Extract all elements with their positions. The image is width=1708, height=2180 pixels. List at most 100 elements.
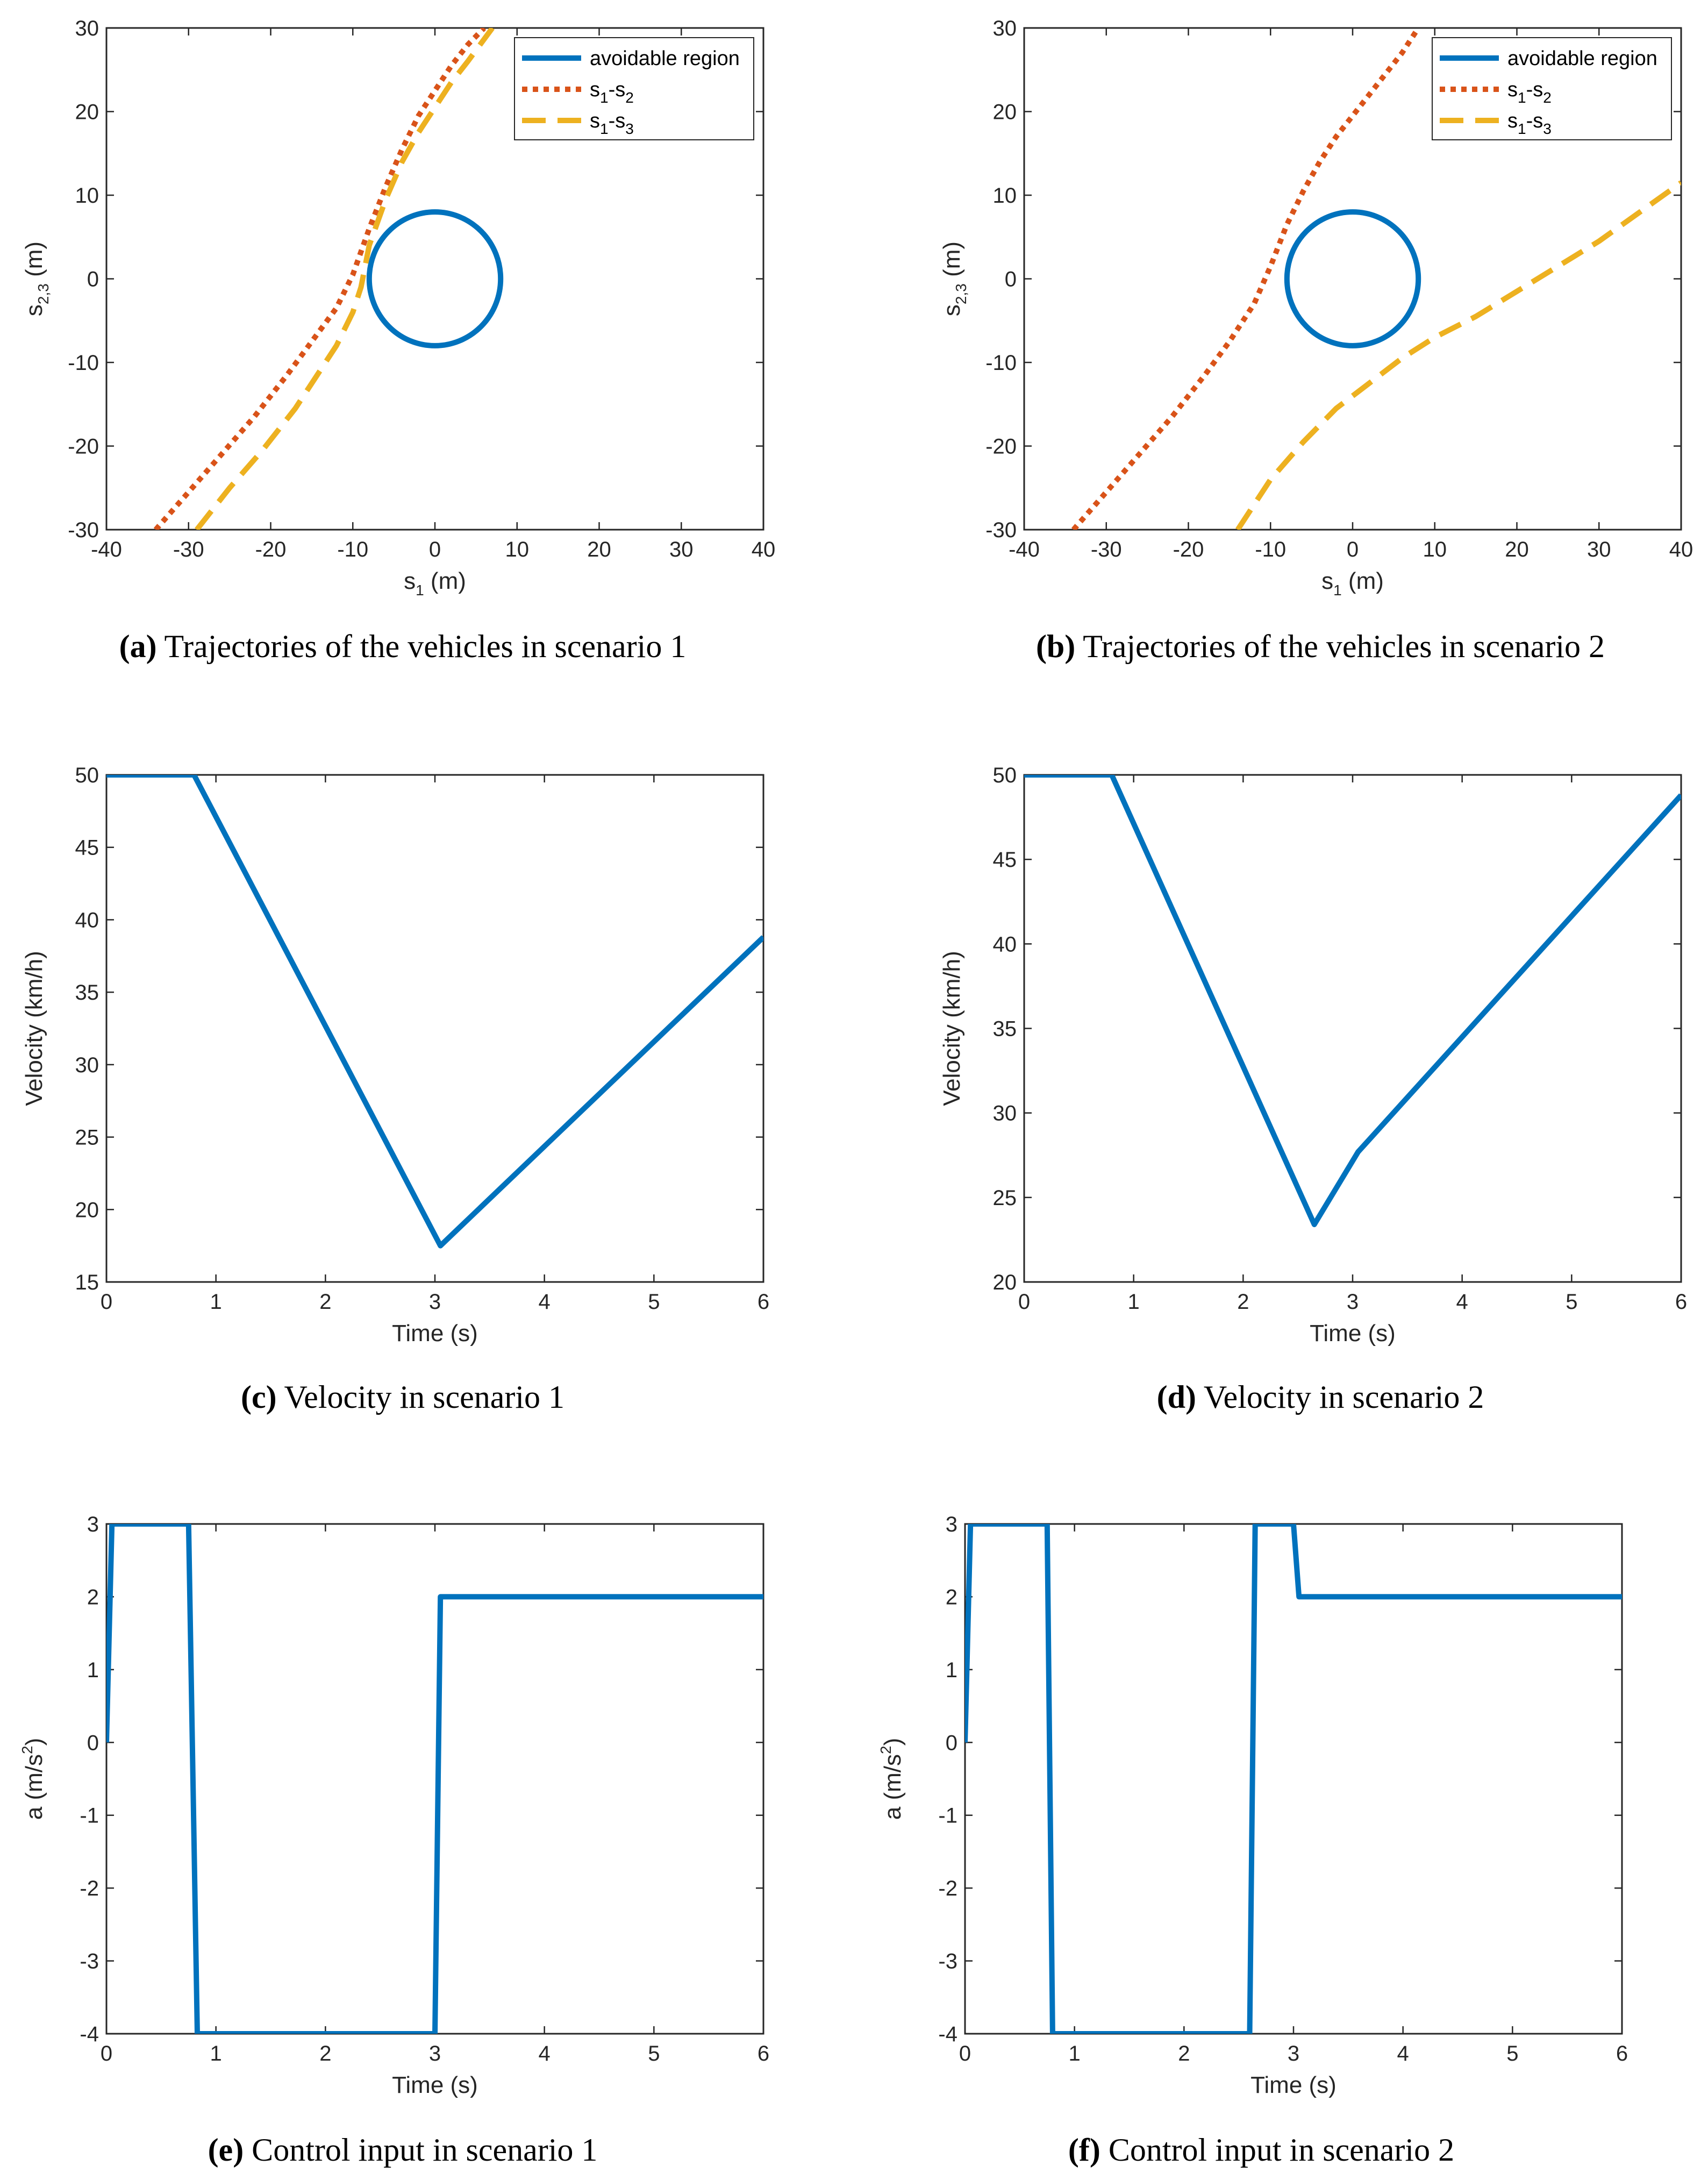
y-tick-label: -10 [68, 351, 99, 375]
x-tick-label: -10 [1255, 538, 1286, 561]
x-tick-label: -20 [255, 538, 287, 561]
y-tick-label: 30 [993, 17, 1017, 40]
x-tick-label: -20 [1173, 538, 1204, 561]
y-tick-label: 2 [946, 1585, 957, 1609]
y-tick-label: 3 [946, 1513, 957, 1536]
x-tick-label: -40 [91, 538, 122, 561]
x-tick-label: 10 [1423, 538, 1447, 561]
y-tick-label: 25 [75, 1126, 99, 1150]
x-tick-label: 3 [429, 1290, 441, 1314]
x-tick-label: 6 [757, 1290, 769, 1314]
y-tick-label: 1 [946, 1658, 957, 1682]
series-group [965, 1524, 1622, 2034]
legend: avoidable region s1-s2 s1-s3 [514, 37, 754, 140]
y-axis-label: s2,3 (m) [21, 241, 52, 316]
y-axis-label: a (m/s2) [19, 1738, 47, 1820]
caption-text: Velocity in scenario 1 [277, 1379, 564, 1415]
y-tick-label: 35 [75, 981, 99, 1004]
y-tick-label: 0 [87, 1731, 99, 1755]
x-tick-label: 1 [210, 1290, 222, 1314]
y-tick-label: 0 [87, 268, 99, 291]
x-tick-label: -10 [337, 538, 368, 561]
x-tick-label: 2 [1237, 1290, 1249, 1314]
y-tick-label: 45 [75, 836, 99, 860]
series-circle-avoidable-region [366, 209, 504, 348]
series-line-velocity [1024, 775, 1681, 1228]
series-line-s-1-s-2 [153, 28, 487, 530]
y-tick-label: 10 [75, 184, 99, 208]
x-tick-label: 6 [1616, 2042, 1628, 2065]
x-tick-label: 40 [752, 538, 776, 561]
y-tick-label: -4 [938, 2022, 957, 2046]
series-line-s-1-s-3 [1235, 180, 1681, 530]
y-tick-label: 20 [993, 1271, 1017, 1294]
plot-area [105, 774, 764, 1283]
legend-label: avoidable region [1507, 47, 1657, 70]
series-group [153, 28, 504, 530]
series-line-control-input [106, 1524, 763, 2034]
y-tick-label: -2 [80, 1877, 99, 1900]
plot-area [1023, 774, 1682, 1283]
x-tick-label: 0 [101, 1290, 112, 1314]
caption-text: Trajectories of the vehicles in scenario… [1075, 629, 1605, 664]
x-tick-label: 3 [1288, 2042, 1299, 2065]
y-tick-label: 40 [75, 908, 99, 932]
legend-label: s1-s2 [590, 79, 634, 106]
series-group [106, 775, 763, 1249]
x-tick-label: 5 [648, 2042, 660, 2065]
x-tick-label: 20 [587, 538, 611, 561]
y-tick-label: 2 [87, 1585, 99, 1609]
y-tick-label: -1 [938, 1804, 957, 1828]
x-tick-label: 1 [1128, 1290, 1140, 1314]
y-tick-label: 0 [1005, 268, 1017, 291]
y-tick-label: 15 [75, 1271, 99, 1294]
y-tick-label: 10 [993, 184, 1017, 208]
caption-label: (b) [1036, 629, 1075, 664]
y-tick-label: 1 [87, 1658, 99, 1682]
series-line-velocity [106, 775, 763, 1249]
x-tick-label: 2 [1178, 2042, 1190, 2065]
x-tick-label: 40 [1669, 538, 1693, 561]
x-tick-label: 4 [1397, 2042, 1409, 2065]
x-tick-label: -30 [173, 538, 204, 561]
x-tick-label: 0 [1018, 1290, 1030, 1314]
x-axis-label: Time (s) [392, 2072, 478, 2098]
y-tick-label: -10 [985, 351, 1017, 375]
x-axis-label: Time (s) [1250, 2072, 1337, 2098]
caption: (a) Trajectories of the vehicles in scen… [119, 629, 687, 664]
caption-label: (e) [208, 2132, 244, 2168]
caption-label: (d) [1157, 1379, 1196, 1415]
x-tick-label: 2 [319, 2042, 331, 2065]
x-tick-label: 2 [319, 1290, 331, 1314]
caption: (b) Trajectories of the vehicles in scen… [1036, 629, 1605, 664]
y-tick-label: 3 [87, 1513, 99, 1536]
x-tick-label: 5 [648, 1290, 660, 1314]
x-tick-label: 10 [505, 538, 530, 561]
y-tick-label: -20 [68, 435, 99, 459]
y-tick-label: 20 [75, 101, 99, 124]
x-axis-label: Time (s) [1310, 1320, 1396, 1347]
x-tick-label: 1 [210, 2042, 222, 2065]
legend-label: avoidable region [590, 47, 740, 70]
caption-text: Velocity in scenario 2 [1196, 1379, 1484, 1415]
x-tick-label: 5 [1566, 1290, 1577, 1314]
x-tick-label: 5 [1506, 2042, 1518, 2065]
x-tick-label: 20 [1505, 538, 1529, 561]
y-tick-label: 0 [946, 1731, 957, 1755]
x-tick-label: 4 [539, 1290, 551, 1314]
y-tick-label: -4 [80, 2022, 99, 2046]
y-tick-label: 20 [75, 1198, 99, 1222]
chart-e: 0 1 2 3 4 5 6 -4 -3 -2 -1 0 1 2 3 Time (s) a (m/s2) (e) C… [19, 1513, 769, 2168]
y-tick-label: 40 [993, 932, 1017, 956]
y-tick-label: 30 [75, 17, 99, 40]
x-tick-label: 6 [1675, 1290, 1687, 1314]
caption-label: (f) [1068, 2132, 1100, 2168]
plot-area [964, 1523, 1623, 2035]
y-tick-label: -30 [68, 518, 99, 542]
x-tick-label: 4 [1456, 1290, 1468, 1314]
series-line-s-1-s-2 [1071, 28, 1421, 530]
series-group [1024, 775, 1681, 1228]
